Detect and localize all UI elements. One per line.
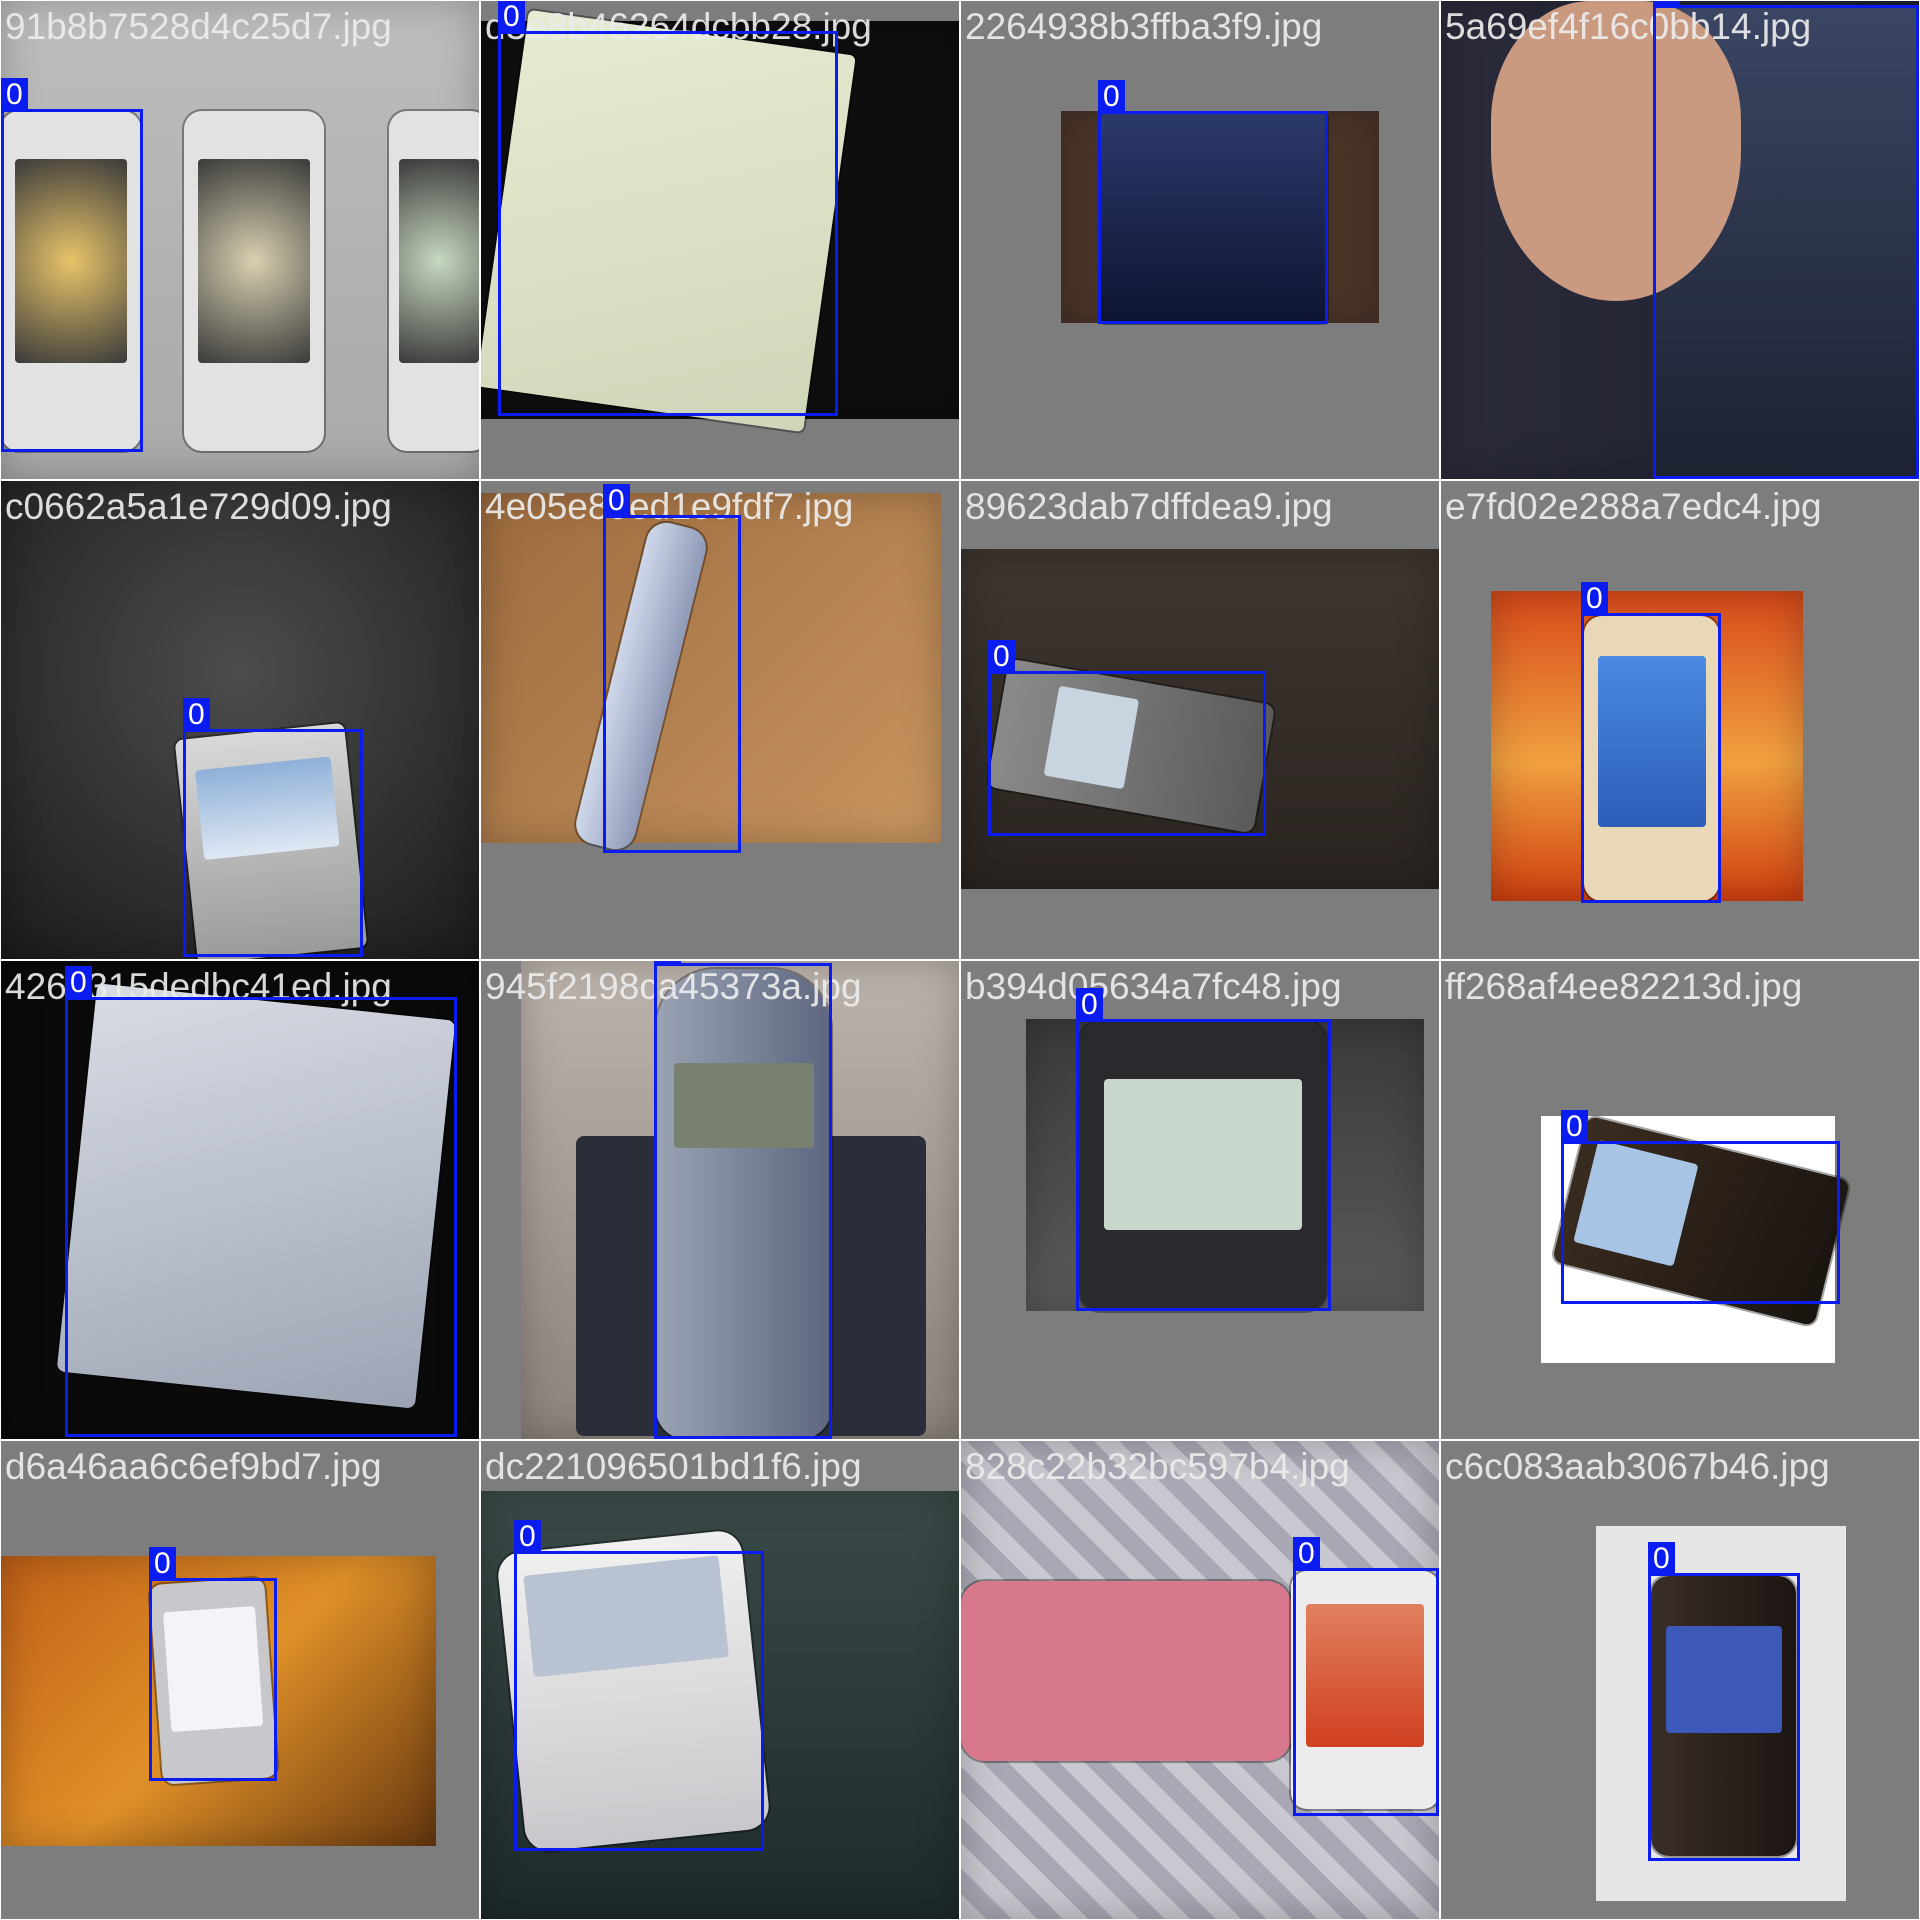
- filename-label: 91b8b7528d4c25d7.jpg: [5, 6, 392, 47]
- filename-label: c0662a5a1e729d09.jpg: [5, 486, 392, 527]
- phone-silhouette: [1651, 1576, 1796, 1856]
- filename-label: d3e8b46264dcbb28.jpg: [485, 6, 872, 47]
- tile-12: ff268af4ee82213d.jpg 0: [1441, 961, 1919, 1439]
- tile-16: c6c083aab3067b46.jpg 0: [1441, 1441, 1919, 1919]
- tile-11: b394d05634a7fc48.jpg 0: [961, 961, 1439, 1439]
- box-class-label: 0: [1561, 1110, 1588, 1144]
- box-class-label: 0: [514, 1520, 541, 1554]
- box-class-label: 0: [1653, 1, 1680, 8]
- filename-label: b394d05634a7fc48.jpg: [965, 966, 1342, 1007]
- tile-9: 4260315dedbc41ed.jpg 0: [1, 961, 479, 1439]
- filename-label: 89623dab7dffdea9.jpg: [965, 486, 1333, 527]
- bounding-box: 0: [1293, 1537, 1439, 1816]
- phone-silhouette: [1, 111, 141, 451]
- tile-10: 945f2198ca45373a.jpg 0: [481, 961, 959, 1439]
- phone-silhouette: [184, 111, 324, 451]
- bounding-box: 0: [149, 1547, 277, 1781]
- tile-8: e7fd02e288a7edc4.jpg 0: [1441, 481, 1919, 959]
- tile-2: d3e8b46264dcbb28.jpg 0: [481, 1, 959, 479]
- bounding-box: 0: [498, 1, 838, 416]
- box-class-label: 0: [183, 698, 210, 732]
- filename-label: d6a46aa6c6ef9bd7.jpg: [5, 1446, 382, 1487]
- box-class-label: 0: [1581, 582, 1608, 616]
- bounding-box: 0: [1653, 1, 1919, 479]
- phone-silhouette: [1584, 616, 1719, 901]
- bounding-box: 0: [654, 961, 832, 1439]
- tile-4: 5a69ef4f16c0bb14.jpg 0: [1441, 1, 1919, 479]
- bounding-box: 0: [65, 966, 457, 1437]
- bounding-box: 0: [988, 640, 1266, 836]
- filename-label: 2264938b3ffba3f9.jpg: [965, 6, 1323, 47]
- box-class-label: 0: [988, 640, 1015, 674]
- box-class-label: 0: [1293, 1537, 1320, 1571]
- filename-label: dc221096501bd1f6.jpg: [485, 1446, 862, 1487]
- filename-label: 5a69ef4f16c0bb14.jpg: [1445, 6, 1812, 47]
- thumb-silhouette: [1491, 1, 1741, 301]
- speaker-silhouette: [961, 1581, 1291, 1761]
- box-class-label: 0: [149, 1547, 176, 1581]
- bounding-box: 0: [603, 484, 741, 853]
- bounding-box: 0: [1076, 988, 1331, 1311]
- tile-3: 2264938b3ffba3f9.jpg 0: [961, 1, 1439, 479]
- bounding-box: 0: [183, 698, 363, 957]
- filename-label: e7fd02e288a7edc4.jpg: [1445, 486, 1822, 527]
- tile-7: 89623dab7dffdea9.jpg 0: [961, 481, 1439, 959]
- box-class-label: 0: [498, 1, 525, 34]
- tile-5: c0662a5a1e729d09.jpg 0: [1, 481, 479, 959]
- phone-silhouette: [1101, 113, 1327, 323]
- phone-silhouette: [656, 969, 831, 1439]
- filename-label: c6c083aab3067b46.jpg: [1445, 1446, 1830, 1487]
- box-class-label: 0: [1648, 1542, 1675, 1576]
- bounding-box: 0: [514, 1520, 764, 1851]
- filename-label: 828c22b32bc597b4.jpg: [965, 1446, 1350, 1487]
- bounding-box: 0: [1648, 1542, 1800, 1861]
- bounding-box: 0: [1581, 582, 1721, 903]
- box-class-label: 0: [654, 961, 681, 966]
- phone-silhouette: [1079, 1021, 1327, 1311]
- box-class-label: 0: [1076, 988, 1103, 1022]
- bounding-box: 0: [1561, 1110, 1840, 1304]
- filename-label: 4e05e89ed1e9fdf7.jpg: [485, 486, 854, 527]
- tile-13: d6a46aa6c6ef9bd7.jpg 0: [1, 1441, 479, 1919]
- filename-label: ff268af4ee82213d.jpg: [1445, 966, 1803, 1007]
- tile-1: 91b8b7528d4c25d7.jpg 0: [1, 1, 479, 479]
- box-class-label: 0: [1098, 80, 1125, 114]
- tile-14: dc221096501bd1f6.jpg 0: [481, 1441, 959, 1919]
- box-class-label: 0: [1, 78, 28, 112]
- tile-6: 4e05e89ed1e9fdf7.jpg 0: [481, 481, 959, 959]
- box-class-label: 0: [65, 966, 92, 1000]
- bounding-box: 0: [1, 78, 143, 452]
- tile-photo: [481, 493, 941, 843]
- bounding-box: 0: [1098, 80, 1328, 324]
- tile-15: 828c22b32bc597b4.jpg 0: [961, 1441, 1439, 1919]
- box-class-label: 0: [603, 484, 630, 518]
- phone-silhouette: [1291, 1571, 1439, 1809]
- filename-label: 945f2198ca45373a.jpg: [485, 966, 862, 1007]
- phone-silhouette: [389, 111, 479, 451]
